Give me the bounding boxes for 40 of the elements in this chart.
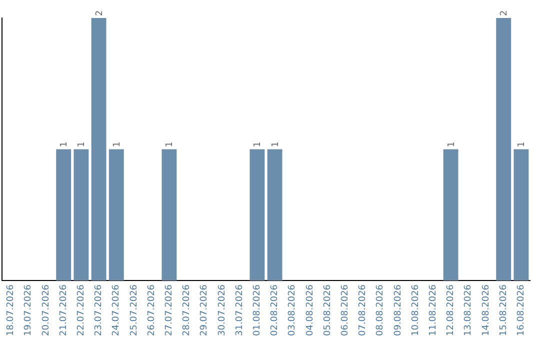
- x-tick-label: 08.08.2026: [376, 284, 386, 336]
- x-tick-label: 29.07.2026: [200, 284, 210, 336]
- x-tick-label: 16.08.2026: [516, 284, 527, 336]
- data-label: 1: [112, 142, 122, 148]
- x-tick-label: 27.07.2026: [164, 284, 175, 336]
- data-label: 1: [165, 142, 176, 148]
- data-label: 2: [500, 10, 510, 16]
- data-label: 1: [517, 142, 528, 148]
- data-label: 1: [77, 142, 88, 148]
- data-label: 1: [446, 142, 457, 148]
- x-tick-label: 19.07.2026: [24, 284, 34, 336]
- x-tick-label: 13.08.2026: [464, 284, 474, 336]
- x-tick-label: 07.08.2026: [358, 284, 368, 336]
- x-tick-label: 24.07.2026: [112, 284, 122, 336]
- data-label: 2: [94, 10, 105, 16]
- x-tick-label: 09.08.2026: [393, 284, 404, 336]
- x-tick-label: 31.07.2026: [234, 284, 245, 336]
- x-tick-label: 06.08.2026: [340, 284, 351, 336]
- x-tick-label: 20.07.2026: [41, 284, 52, 336]
- x-tick-label: 25.07.2026: [129, 284, 140, 336]
- x-tick-label: 05.08.2026: [322, 284, 333, 336]
- x-tick-label: 22.07.2026: [76, 284, 87, 336]
- x-tick-label: 01.08.2026: [252, 284, 263, 336]
- data-label: 1: [253, 142, 264, 148]
- x-tick-label: 26.07.2026: [146, 284, 157, 336]
- x-tick-label: 23.07.2026: [94, 284, 104, 336]
- x-tick-label: 21.07.2026: [58, 284, 69, 336]
- x-tick-label: 02.08.2026: [270, 284, 280, 336]
- data-label: 1: [60, 142, 70, 148]
- x-tick-label: 15.08.2026: [498, 284, 509, 336]
- x-tick-label: 11.08.2026: [428, 284, 439, 336]
- x-tick-label: 04.08.2026: [305, 284, 316, 336]
- x-tick-label: 14.08.2026: [481, 284, 492, 336]
- x-tick-label: 12.08.2026: [446, 284, 456, 336]
- x-tick-label: 28.07.2026: [182, 284, 192, 336]
- x-tick-label: 30.07.2026: [217, 284, 228, 336]
- x-tick-label: 10.08.2026: [410, 284, 421, 336]
- x-tick-label: 18.07.2026: [6, 284, 16, 336]
- x-tick-label: 03.08.2026: [288, 284, 298, 336]
- data-label: 1: [270, 142, 281, 148]
